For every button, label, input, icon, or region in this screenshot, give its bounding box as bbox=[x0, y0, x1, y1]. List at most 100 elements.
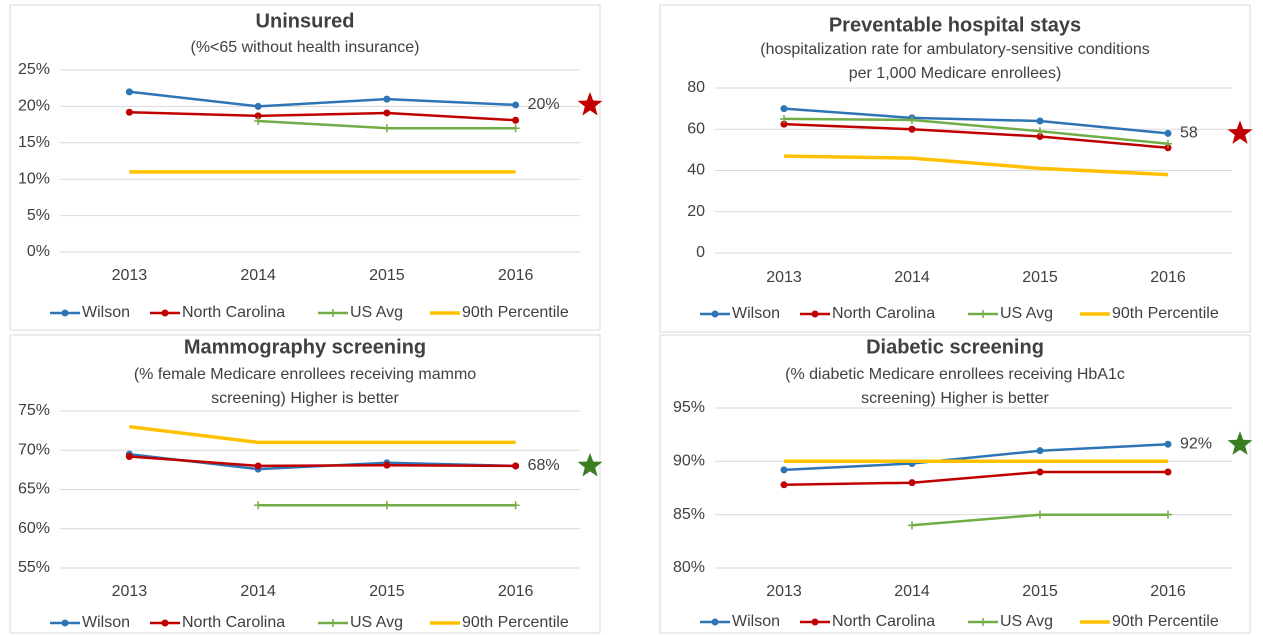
point bbox=[1164, 468, 1172, 476]
point bbox=[1164, 139, 1172, 148]
chart-subtitle: per 1,000 Medicare enrollees) bbox=[849, 65, 1062, 82]
point bbox=[908, 115, 916, 124]
point bbox=[1036, 468, 1044, 476]
y-tick-label: 60% bbox=[18, 520, 50, 537]
point bbox=[1164, 440, 1172, 448]
legend-marker bbox=[711, 618, 719, 626]
series-line bbox=[783, 470, 1168, 487]
legend-label: North Carolina bbox=[832, 305, 935, 322]
point bbox=[780, 466, 788, 474]
data-label: 92% bbox=[1180, 435, 1212, 452]
panel bbox=[659, 4, 1251, 333]
legend-label: North Carolina bbox=[832, 613, 935, 630]
y-tick-label: 75% bbox=[18, 402, 50, 419]
y-tick-label: 20% bbox=[18, 98, 50, 115]
chart-subtitle: screening) Higher is better bbox=[861, 390, 1049, 407]
point bbox=[908, 479, 916, 487]
legend-label: North Carolina bbox=[182, 304, 285, 321]
point bbox=[382, 124, 391, 133]
legend-label: 90th Percentile bbox=[462, 614, 569, 631]
point bbox=[1036, 447, 1044, 455]
legend-marker bbox=[811, 618, 819, 626]
x-tick-label: 2013 bbox=[112, 267, 148, 284]
x-tick-label: 2016 bbox=[498, 583, 534, 600]
legend-marker bbox=[979, 618, 987, 626]
point bbox=[125, 88, 133, 96]
x-tick-label: 2014 bbox=[240, 583, 276, 600]
y-tick-label: 90% bbox=[673, 453, 705, 470]
legend-label: US Avg bbox=[1000, 613, 1053, 630]
x-tick-label: 2013 bbox=[766, 269, 802, 286]
x-tick-label: 2015 bbox=[1022, 269, 1058, 286]
chart-subtitle: screening) Higher is better bbox=[211, 390, 399, 407]
x-tick-label: 2013 bbox=[766, 583, 802, 600]
point bbox=[780, 481, 788, 489]
series-line bbox=[783, 117, 1169, 145]
legend-label: US Avg bbox=[1000, 305, 1053, 322]
legend-label: 90th Percentile bbox=[1112, 305, 1219, 322]
series-line bbox=[783, 154, 1169, 177]
data-label: 68% bbox=[528, 457, 560, 474]
x-tick-label: 2016 bbox=[1150, 583, 1186, 600]
y-tick-label: 70% bbox=[18, 441, 50, 458]
point bbox=[254, 462, 262, 470]
point bbox=[512, 462, 520, 470]
chart-subtitle: (% diabetic Medicare enrollees receiving… bbox=[785, 366, 1125, 383]
y-tick-label: 55% bbox=[18, 559, 50, 576]
y-tick-label: 80 bbox=[687, 79, 705, 96]
point bbox=[254, 501, 263, 510]
series-line bbox=[783, 122, 1169, 150]
point bbox=[511, 124, 520, 133]
panel bbox=[659, 334, 1251, 634]
x-tick-label: 2015 bbox=[369, 583, 405, 600]
legend-label: US Avg bbox=[350, 614, 403, 631]
legend-label: Wilson bbox=[732, 613, 780, 630]
x-tick-label: 2015 bbox=[369, 267, 405, 284]
point bbox=[908, 521, 916, 530]
point bbox=[383, 109, 391, 117]
data-label: 58 bbox=[1180, 125, 1198, 142]
x-tick-label: 2014 bbox=[894, 583, 930, 600]
point bbox=[1164, 510, 1172, 519]
series-line bbox=[129, 424, 516, 445]
y-tick-label: 60 bbox=[687, 120, 705, 137]
series-line bbox=[129, 455, 516, 468]
series-line bbox=[129, 110, 516, 122]
point bbox=[908, 125, 916, 133]
legend-marker bbox=[161, 619, 169, 627]
series-line bbox=[129, 90, 516, 108]
data-label: 20% bbox=[528, 96, 560, 113]
y-tick-label: 5% bbox=[27, 207, 50, 224]
chart-subtitle: (%<65 without health insurance) bbox=[190, 39, 419, 56]
x-tick-label: 2013 bbox=[112, 583, 148, 600]
series-line bbox=[783, 443, 1169, 472]
panel bbox=[9, 334, 601, 634]
y-tick-label: 80% bbox=[673, 559, 705, 576]
point bbox=[1164, 144, 1172, 152]
star bbox=[1227, 120, 1253, 144]
chart-title: Uninsured bbox=[256, 10, 355, 32]
chart-title: Preventable hospital stays bbox=[829, 14, 1081, 36]
x-tick-label: 2015 bbox=[1022, 583, 1058, 600]
legend-label: North Carolina bbox=[182, 614, 285, 631]
y-tick-label: 40 bbox=[687, 162, 705, 179]
legend-marker bbox=[329, 619, 337, 627]
star bbox=[577, 91, 603, 116]
point bbox=[254, 112, 262, 120]
series-line bbox=[783, 107, 1169, 135]
legend-marker bbox=[329, 309, 337, 317]
y-tick-label: 10% bbox=[18, 170, 50, 187]
point bbox=[125, 453, 133, 461]
point bbox=[1036, 132, 1044, 140]
legend-label: 90th Percentile bbox=[1112, 613, 1219, 630]
y-tick-label: 25% bbox=[18, 61, 50, 78]
legend-label: Wilson bbox=[82, 614, 130, 631]
chart-subtitle: (hospitalization rate for ambulatory-sen… bbox=[760, 41, 1150, 58]
chart-title: Mammography screening bbox=[184, 336, 426, 358]
point bbox=[382, 501, 391, 510]
y-tick-label: 15% bbox=[18, 134, 50, 151]
point bbox=[780, 114, 788, 123]
point bbox=[254, 116, 263, 125]
legend-marker bbox=[711, 310, 719, 318]
